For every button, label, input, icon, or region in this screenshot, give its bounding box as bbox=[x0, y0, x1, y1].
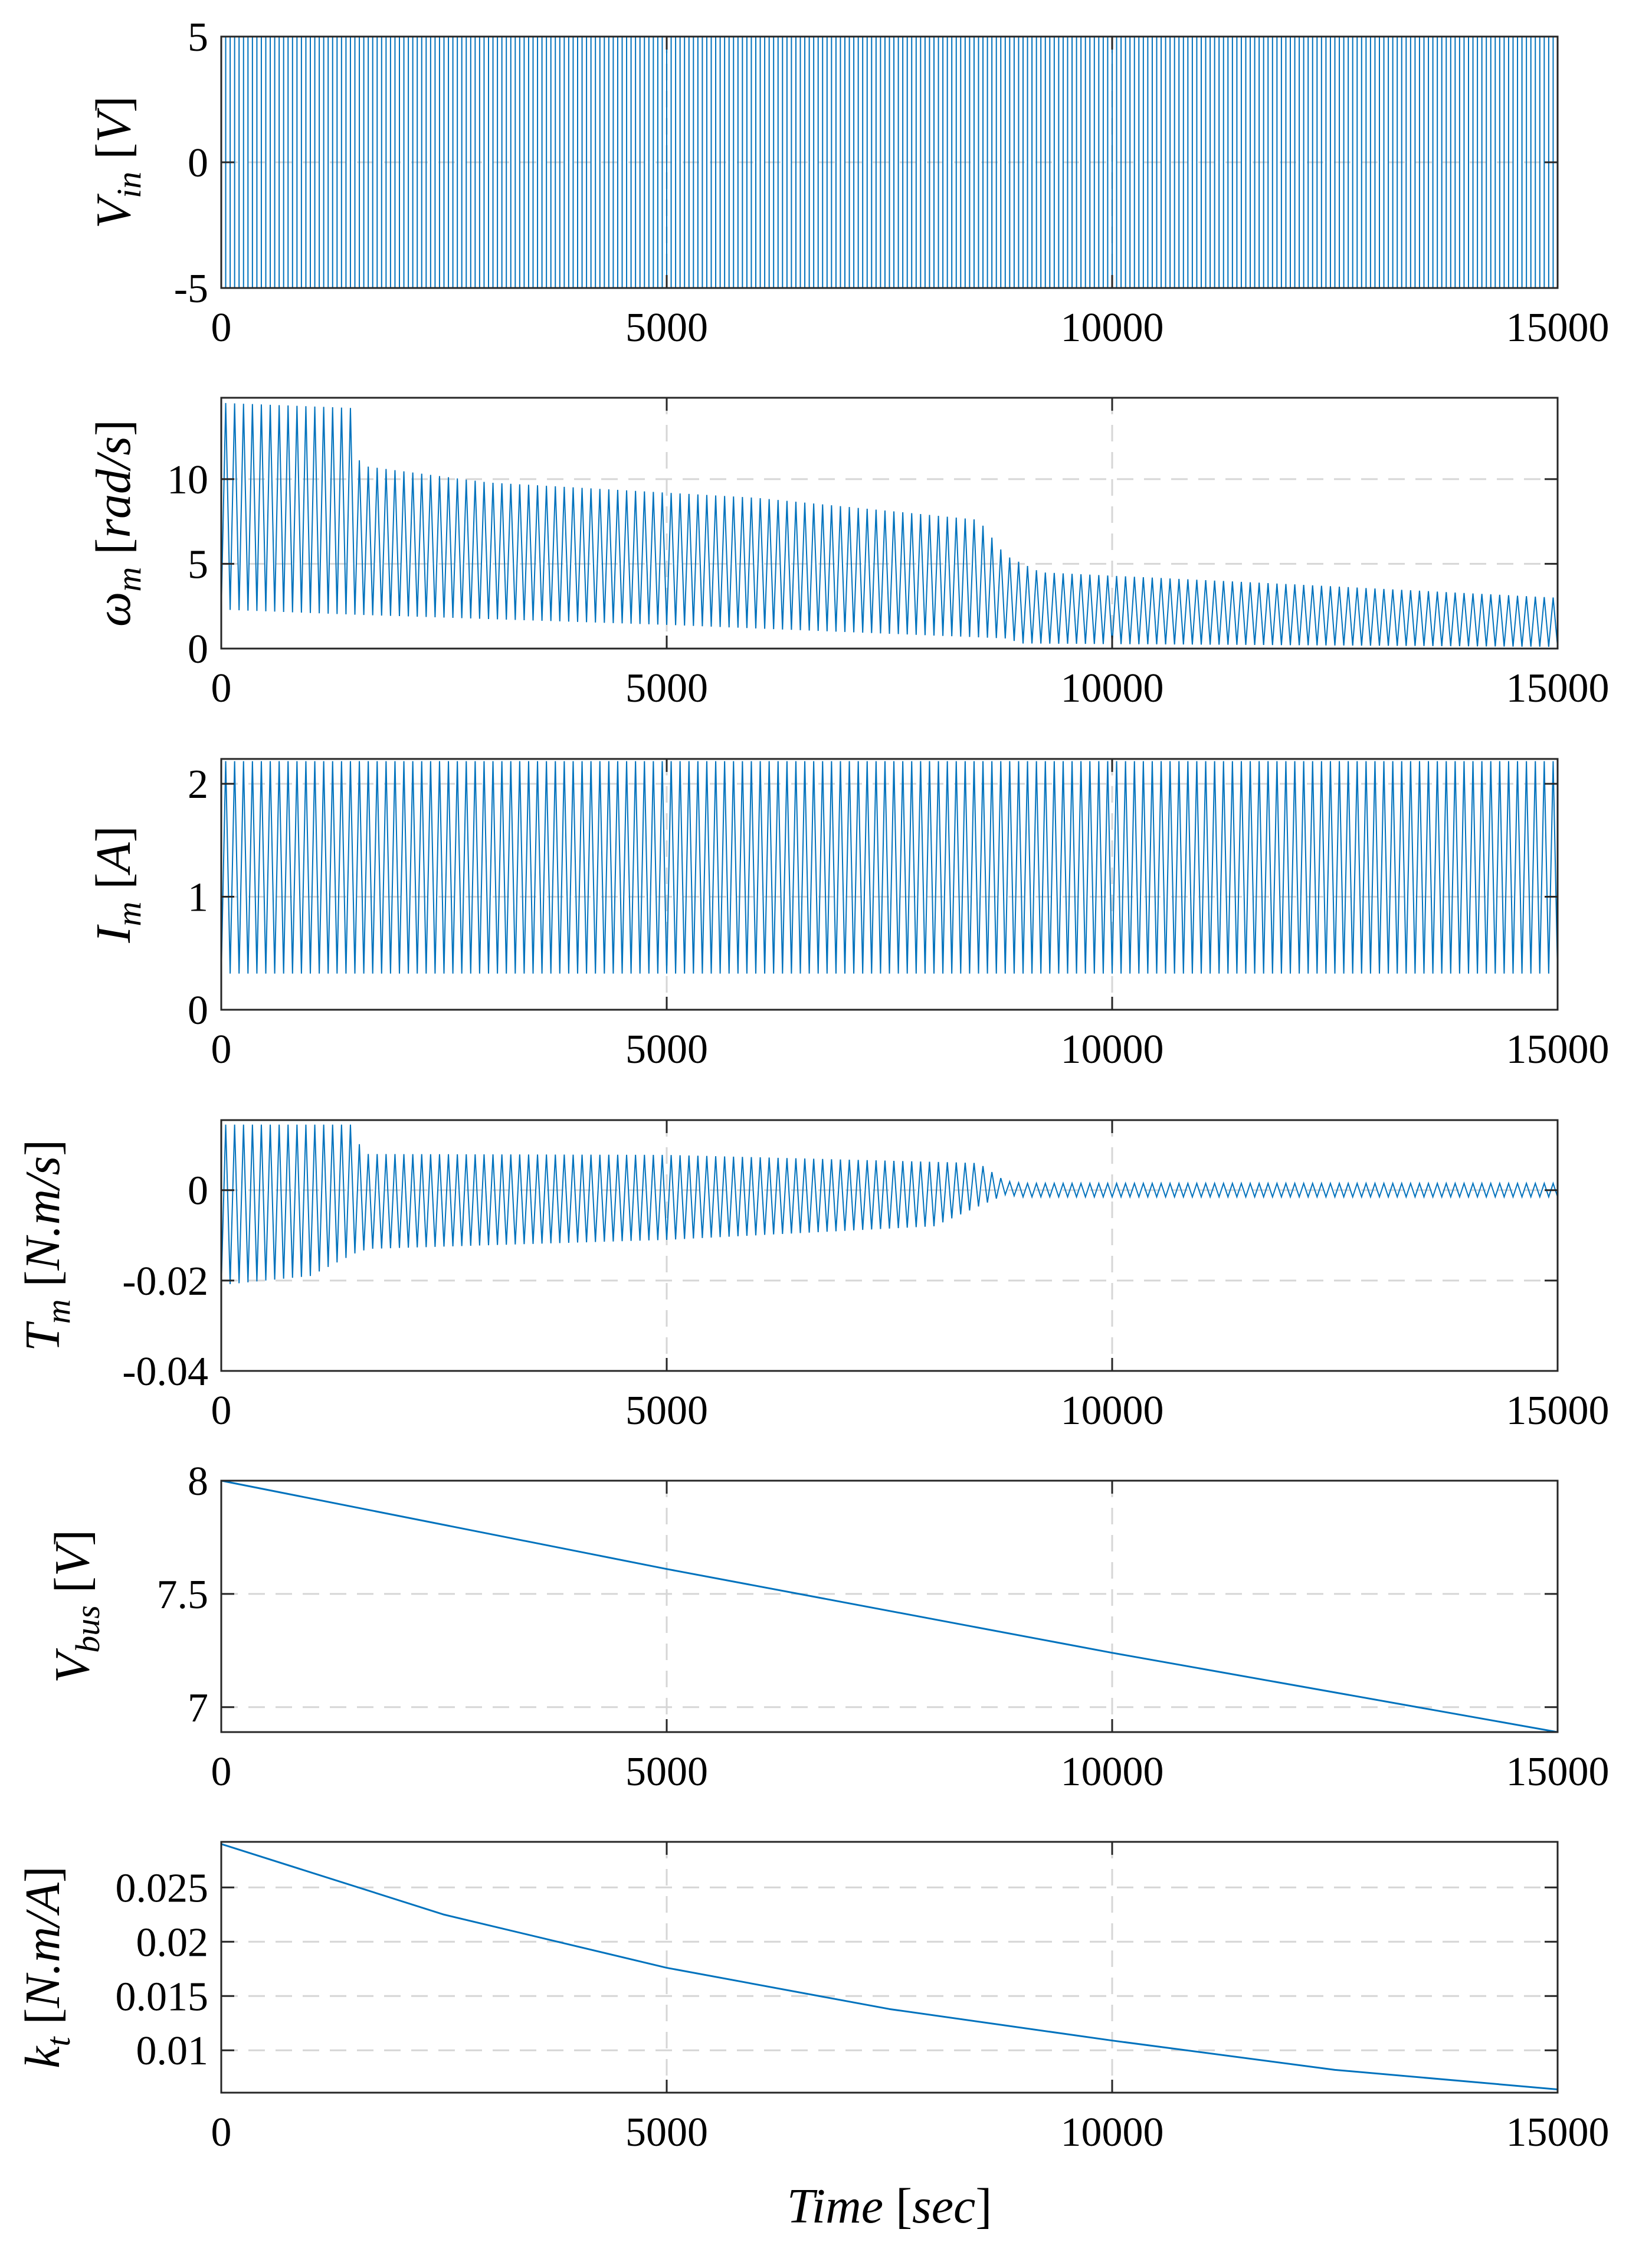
y-tick-label: 0 bbox=[188, 1168, 208, 1214]
axes-box bbox=[220, 758, 1559, 1011]
data-area bbox=[221, 761, 1558, 974]
x-tick-label: 15000 bbox=[1506, 1388, 1610, 1433]
data-area bbox=[221, 1843, 1558, 2090]
y-tick-label: 0 bbox=[188, 627, 208, 672]
data-area bbox=[221, 402, 1558, 647]
y-tick-label: 0.02 bbox=[136, 1920, 209, 1965]
x-tick-label: 5000 bbox=[625, 1027, 708, 1072]
chart-omega: 0 5000 10000 15000 0 5 10 ωm [rad/s] bbox=[86, 397, 1610, 711]
y-tick-label: -5 bbox=[174, 266, 208, 312]
x-tick-label: 0 bbox=[211, 305, 232, 351]
axes-box bbox=[220, 397, 1559, 650]
y-tick-label: 5 bbox=[188, 15, 208, 60]
x-tick-label: 0 bbox=[211, 1388, 232, 1433]
x-tick-label: 0 bbox=[211, 2110, 232, 2155]
series-omega_m bbox=[221, 402, 1558, 647]
chart-kt: 0 5000 10000 15000 0.01 0.015 0.02 0.025 kt [N.m… bbox=[15, 1841, 1610, 2234]
x-tick-label: 5000 bbox=[625, 2110, 708, 2155]
x-tick-label: 10000 bbox=[1061, 2110, 1164, 2155]
y-axis-label: Vin [V] bbox=[86, 96, 148, 229]
x-tick-label: 10000 bbox=[1061, 1027, 1164, 1072]
x-tick-label: 15000 bbox=[1506, 1027, 1610, 1072]
x-tick-label: 15000 bbox=[1506, 2110, 1610, 2155]
y-axis-label: ωm [rad/s] bbox=[86, 420, 148, 627]
data-area bbox=[221, 1124, 1558, 1285]
y-tick-label: -0.04 bbox=[122, 1349, 208, 1395]
x-tick-label: 0 bbox=[211, 1749, 232, 1795]
x-tick-label: 5000 bbox=[625, 1388, 708, 1433]
x-tick-label: 5000 bbox=[625, 1749, 708, 1795]
x-tick-label: 10000 bbox=[1061, 666, 1164, 711]
y-tick-label: 0 bbox=[188, 140, 208, 186]
chart-vbus: 0 5000 10000 15000 7 7.5 8 Vbus [V] bbox=[45, 1459, 1610, 1795]
y-tick-label: 10 bbox=[167, 457, 208, 503]
x-tick-label: 15000 bbox=[1506, 305, 1610, 351]
y-axis-label: Tm [N.m/s] bbox=[15, 1140, 77, 1351]
y-tick-label: 0 bbox=[188, 988, 208, 1033]
y-tick-label: 7 bbox=[188, 1685, 208, 1731]
x-tick-label: 10000 bbox=[1061, 305, 1164, 351]
series-V_in bbox=[221, 36, 1558, 289]
y-tick-label: 7.5 bbox=[157, 1572, 209, 1618]
series-I_m bbox=[221, 761, 1558, 974]
y-axis-label: Im [A] bbox=[86, 826, 148, 943]
x-tick-label: 10000 bbox=[1061, 1388, 1164, 1433]
y-axis-label: Vbus [V] bbox=[45, 1530, 107, 1683]
data-area bbox=[221, 1479, 1558, 1733]
y-axis-label: kt [N.m/A] bbox=[15, 1866, 77, 2068]
x-tick-label: 15000 bbox=[1506, 666, 1610, 711]
data-area bbox=[221, 36, 1558, 289]
axes-box bbox=[220, 1119, 1559, 1372]
chart-im: 0 5000 10000 15000 0 1 2 Im [A] bbox=[86, 758, 1610, 1072]
x-tick-label: 10000 bbox=[1061, 1749, 1164, 1795]
y-tick-label: 1 bbox=[188, 875, 208, 921]
x-tick-label: 5000 bbox=[625, 305, 708, 351]
y-tick-label: 8 bbox=[188, 1459, 208, 1504]
x-tick-label: 0 bbox=[211, 666, 232, 711]
y-tick-label: 0.025 bbox=[116, 1865, 209, 1911]
y-tick-label: -0.02 bbox=[122, 1259, 208, 1304]
x-tick-label: 0 bbox=[211, 1027, 232, 1072]
x-tick-label: 15000 bbox=[1506, 1749, 1610, 1795]
series-k_t bbox=[221, 1843, 1558, 2090]
series-V_bus bbox=[221, 1479, 1558, 1733]
y-tick-label: 2 bbox=[188, 762, 208, 807]
chart-tm: 0 5000 10000 15000 -0.04 -0.02 0 Tm [N.m/s] bbox=[15, 1119, 1610, 1433]
x-tick-label: 5000 bbox=[625, 666, 708, 711]
y-tick-label: 0.015 bbox=[116, 1974, 209, 2019]
y-tick-label: 5 bbox=[188, 542, 208, 587]
axes-box bbox=[220, 1479, 1559, 1733]
x-axis-label: Time [sec] bbox=[787, 2179, 992, 2234]
y-tick-label: 0.01 bbox=[136, 2028, 209, 2074]
axes-box bbox=[220, 1841, 1559, 2094]
series-T_m bbox=[221, 1124, 1558, 1285]
